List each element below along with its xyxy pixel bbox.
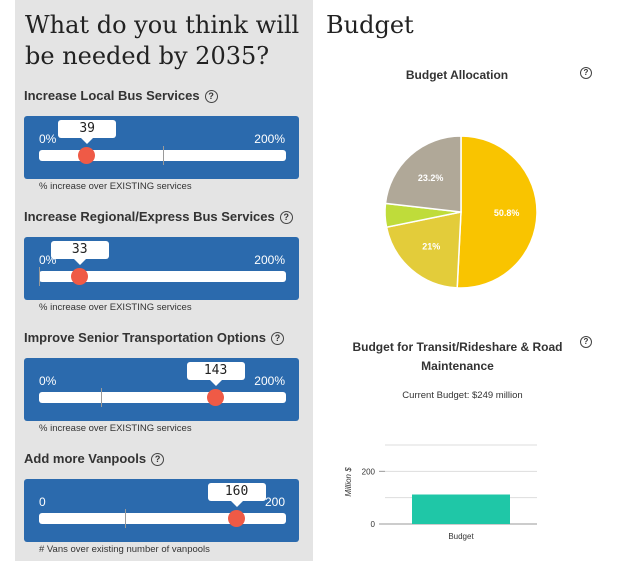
- senior-transport-slider[interactable]: 0% 200% 143: [24, 358, 299, 421]
- slider-min-label: 0: [39, 495, 46, 509]
- regional-bus-slider[interactable]: 0% 200% 33: [24, 237, 299, 300]
- slider-handle[interactable]: [78, 147, 96, 164]
- current-budget-text: Current Budget: $249 million: [402, 390, 523, 401]
- slider-caption: % increase over EXISTING services: [39, 423, 192, 434]
- local-bus-slider[interactable]: 0% 200% 39: [24, 116, 299, 179]
- y-axis-label: Million $: [344, 467, 353, 497]
- slider-max-label: 200: [264, 495, 285, 509]
- slider-value-bubble: 143: [186, 362, 245, 386]
- slider-track[interactable]: [39, 146, 286, 165]
- slider-caption: # Vans over existing number of vanpools: [39, 544, 210, 555]
- slider-max-label: 200%: [254, 374, 285, 388]
- budget-heading: Budget: [326, 11, 414, 39]
- local-bus-label: Increase Local Bus Services?: [24, 88, 218, 103]
- slider-max-label: 200%: [254, 132, 285, 146]
- vanpools-slider[interactable]: 0 200 160: [24, 479, 299, 542]
- pie-slice-label: 21%: [422, 242, 440, 252]
- slider-caption: % increase over EXISTING services: [39, 181, 192, 192]
- regional-bus-label-text: Increase Regional/Express Bus Services: [24, 209, 275, 224]
- pie-slice: [384, 135, 462, 213]
- senior-transport-label-text: Improve Senior Transportation Options: [24, 330, 266, 345]
- slider-value-bubble: 39: [58, 120, 117, 144]
- slider-track[interactable]: [39, 388, 286, 407]
- senior-transport-label: Improve Senior Transportation Options?: [24, 330, 284, 345]
- help-icon[interactable]: ?: [151, 453, 165, 466]
- transit-budget-bar-chart: 0 200 Million $ Budget: [344, 444, 537, 541]
- slider-track[interactable]: [39, 267, 286, 286]
- transit-budget-title: Budget for Transit/Rideshare & Road Main…: [340, 338, 575, 376]
- budget-allocation-title: Budget Allocation: [405, 68, 509, 82]
- slider-track[interactable]: [39, 509, 286, 528]
- vanpools-label-text: Add more Vanpools: [24, 451, 147, 466]
- needs-panel: What do you think will be needed by 2035…: [15, 0, 313, 561]
- pie-slice: [456, 135, 538, 289]
- bar: [412, 494, 510, 524]
- slider-handle[interactable]: [227, 510, 245, 527]
- regional-bus-label: Increase Regional/Express Bus Services?: [24, 209, 293, 224]
- pie-slice-label: 50.8%: [494, 208, 520, 218]
- page-title: What do you think will be needed by 2035…: [25, 11, 300, 70]
- y-tick-label: 0: [371, 520, 376, 529]
- help-icon[interactable]: ?: [204, 90, 218, 103]
- existing-marker: [162, 146, 164, 165]
- budget-allocation-pie-chart: 50.8% 21% 23.2%: [384, 135, 538, 289]
- vanpools-label: Add more Vanpools?: [24, 451, 165, 466]
- slider-min-label: 0%: [39, 374, 57, 388]
- x-tick-label: Budget: [448, 532, 474, 541]
- transit-budget-title-line2: Maintenance: [421, 359, 494, 373]
- transit-budget-title-line1: Budget for Transit/Rideshare & Road: [352, 340, 563, 354]
- slider-handle[interactable]: [206, 389, 224, 406]
- slider-value-bubble: 33: [50, 241, 109, 265]
- y-tick-label: 200: [362, 467, 376, 476]
- existing-marker: [125, 509, 127, 528]
- slider-min-label: 0%: [39, 132, 57, 146]
- local-bus-label-text: Increase Local Bus Services: [24, 88, 200, 103]
- help-icon[interactable]: ?: [279, 211, 293, 224]
- slider-max-label: 200%: [254, 253, 285, 267]
- existing-marker: [39, 267, 40, 286]
- slider-value-bubble: 160: [207, 483, 266, 507]
- pie-slice-label: 23.2%: [418, 173, 444, 183]
- help-icon[interactable]: ?: [580, 67, 592, 79]
- help-icon[interactable]: ?: [270, 332, 284, 345]
- slider-caption: % increase over EXISTING services: [39, 302, 192, 313]
- pie-slice: [385, 211, 462, 289]
- help-icon[interactable]: ?: [580, 336, 592, 348]
- existing-marker: [100, 388, 102, 407]
- slider-handle[interactable]: [70, 268, 88, 285]
